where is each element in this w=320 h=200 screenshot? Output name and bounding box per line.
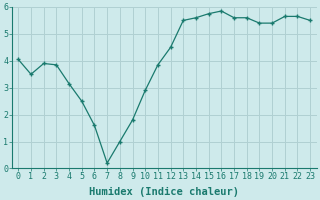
X-axis label: Humidex (Indice chaleur): Humidex (Indice chaleur): [89, 186, 239, 197]
